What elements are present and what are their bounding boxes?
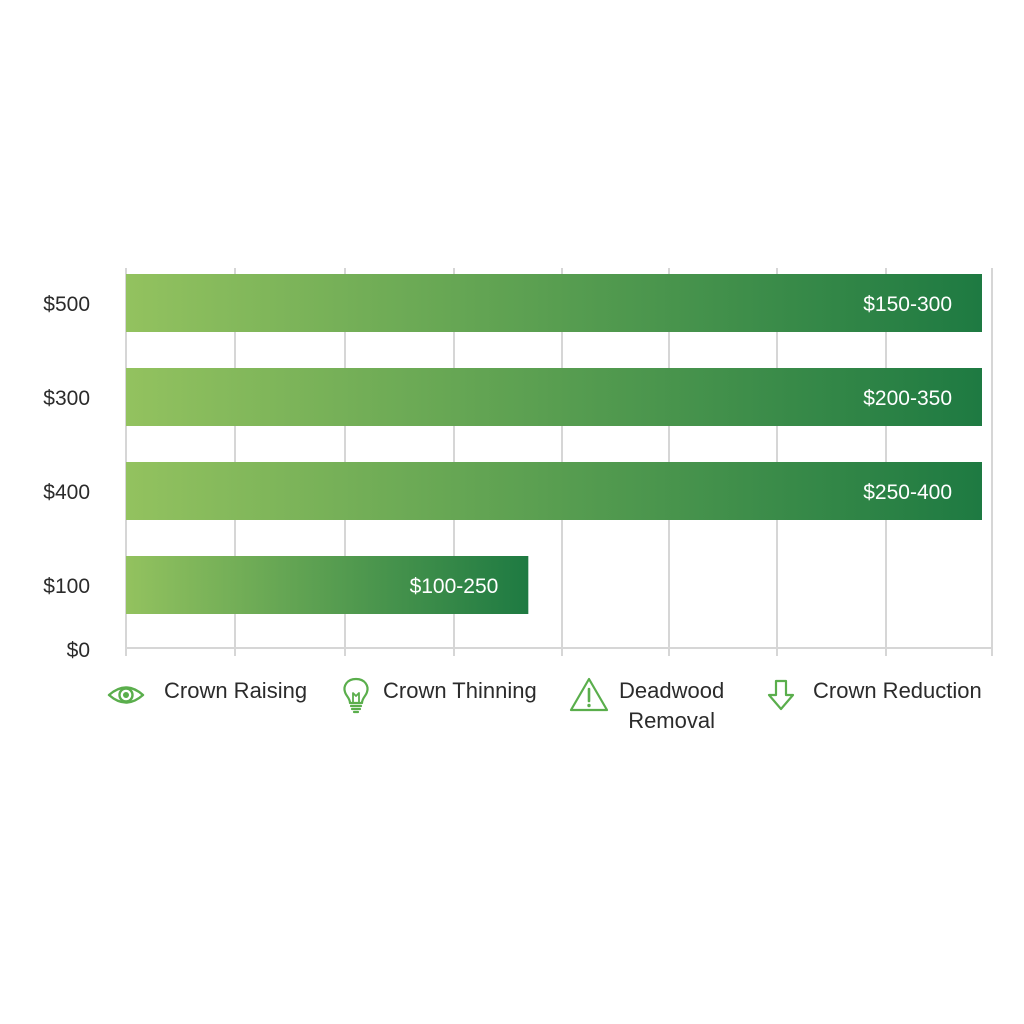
category-label: $400 [43,481,90,504]
down-arrow-icon [767,679,795,711]
bar [126,368,982,426]
bar [126,556,529,614]
eye-icon [107,686,145,704]
bar-value-label: $200-350 [863,387,952,410]
legend-item-crown-reduction: Crown Reduction [761,676,982,714]
baseline-label: $0 [67,639,90,662]
legend-label: Deadwood Removal [619,678,725,733]
legend-item-deadwood-removal: Deadwood Removal [569,676,724,736]
warning-icon [569,677,609,712]
legend-label: Crown Thinning [383,678,537,703]
category-labels: $500 $300 $400 $100 $0 [43,293,90,662]
bar-value-label: $150-300 [863,293,952,316]
category-label: $500 [43,293,90,316]
legend-item-crown-raising: Crown Raising [106,676,307,714]
bar [126,462,982,520]
category-label: $300 [43,387,90,410]
legend-item-crown-thinning: Crown Thinning [336,676,537,714]
bars: $150-300 $200-350 $250-400 $100-250 [126,274,982,614]
bar-value-label: $100-250 [410,575,499,598]
lightbulb-icon [343,677,369,714]
bar [126,274,982,332]
bar-value-label: $250-400 [863,481,952,504]
legend-label: Crown Raising [164,678,308,703]
legend-label: Crown Reduction [813,678,982,703]
category-label: $100 [43,575,90,598]
legend: Crown Raising Crown Thinning Deadwood Re… [0,676,1024,756]
